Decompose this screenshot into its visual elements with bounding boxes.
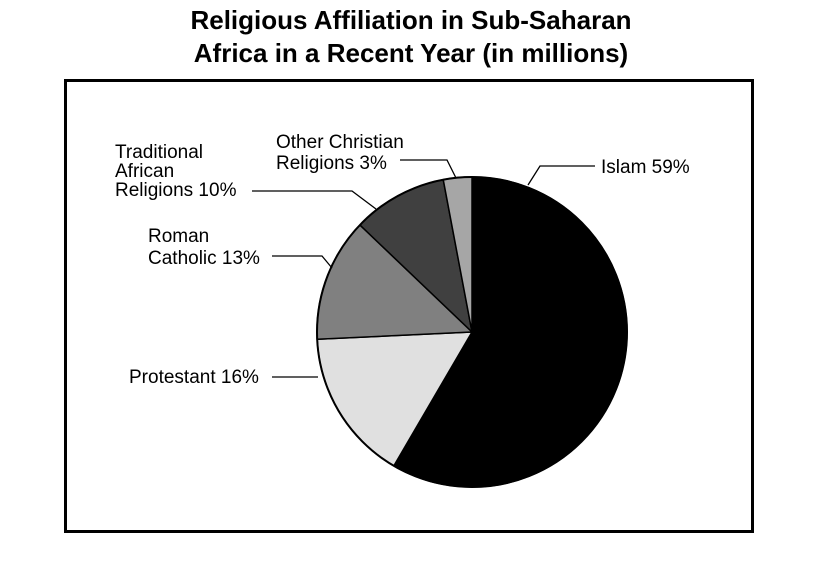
leader-line-islam [527, 165, 595, 186]
label-other-christian-line-2: Religions 3% [276, 153, 387, 174]
pie-outline [316, 176, 628, 488]
leader-line-roman-catholic [272, 255, 333, 269]
chart-title-line-1: Religious Affiliation in Sub-Saharan [190, 5, 632, 35]
label-traditional-african-line-2: African [115, 161, 174, 182]
chart-title-line-2: Africa in a Recent Year (in millions) [193, 38, 629, 68]
label-roman-catholic-line-2: Catholic 13% [148, 248, 260, 269]
chart-title: Religious Affiliation in Sub-Saharan Afr… [0, 4, 822, 70]
label-leaders [252, 159, 595, 378]
pie-slices [316, 176, 628, 488]
label-traditional-african: Traditional African Religions 10% [115, 142, 237, 201]
label-protestant: Protestant 16% [129, 367, 259, 388]
label-islam: Islam 59% [601, 157, 690, 178]
label-other-christian: Other Christian Religions 3% [276, 132, 409, 174]
label-other-christian-line-1: Other Christian [276, 132, 404, 153]
label-islam-line-1: Islam 59% [601, 157, 690, 178]
leader-line-traditional-african [252, 190, 377, 210]
label-roman-catholic: Roman Catholic 13% [148, 226, 260, 269]
chart-frame [64, 79, 754, 533]
leader-line-other-christian [400, 159, 457, 179]
label-protestant-line-1: Protestant 16% [129, 367, 259, 388]
label-traditional-african-line-1: Traditional [115, 142, 203, 163]
label-traditional-african-line-3: Religions 10% [115, 180, 237, 201]
label-roman-catholic-line-1: Roman [148, 226, 209, 247]
